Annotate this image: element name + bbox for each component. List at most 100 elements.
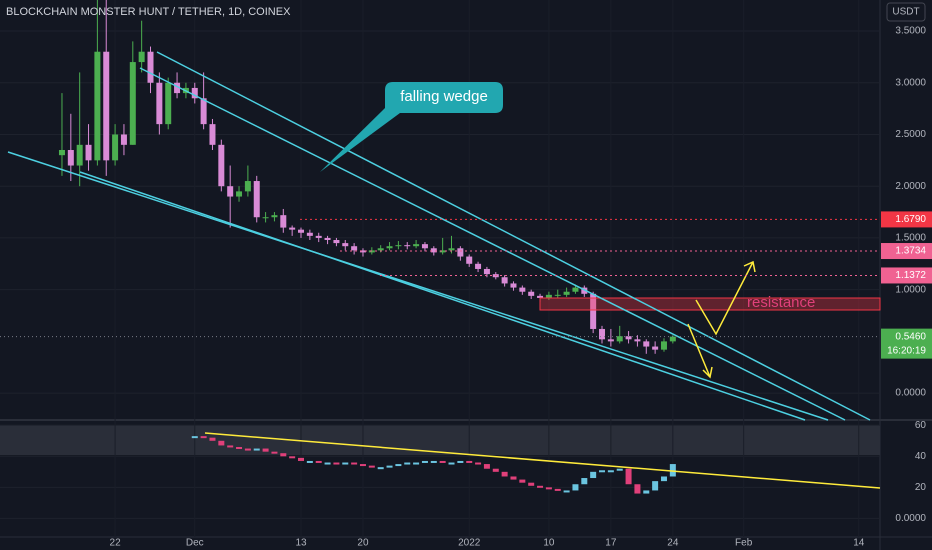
- indicator-bar: [253, 448, 260, 451]
- candle-body: [430, 248, 437, 253]
- currency-box: [886, 2, 926, 22]
- candle-body: [439, 250, 446, 253]
- candle-body: [262, 217, 269, 219]
- indicator-bar: [528, 482, 535, 486]
- price-label: 1.6790: [895, 214, 926, 225]
- candle-body: [377, 248, 384, 251]
- candle-body: [466, 256, 473, 264]
- candle-body: [200, 98, 207, 125]
- candle-body: [236, 191, 243, 197]
- indicator-bar: [289, 456, 296, 459]
- wedge-line: [156, 51, 871, 421]
- y-tick-label: 20: [915, 482, 927, 493]
- candle-body: [120, 134, 127, 145]
- candle-body: [448, 248, 455, 251]
- candle-body: [298, 229, 305, 233]
- candle-body: [315, 235, 322, 238]
- y-tick-label: 40: [915, 451, 927, 462]
- indicator-bar: [625, 468, 632, 485]
- candle-body: [253, 181, 260, 218]
- callout-box: [320, 82, 503, 172]
- wedge-line: [79, 171, 806, 421]
- candle-body: [669, 336, 676, 342]
- indicator-bar: [377, 467, 384, 470]
- y-tick-label: 2.0000: [895, 181, 926, 192]
- indicator-bar: [599, 470, 606, 473]
- candle-body: [227, 186, 234, 197]
- price-label: 1.3734: [895, 246, 926, 257]
- arrow-head: [743, 260, 756, 273]
- candle-body: [147, 51, 154, 83]
- candle-body: [501, 277, 508, 284]
- indicator-bar: [359, 464, 366, 467]
- x-tick-label: 14: [853, 538, 865, 549]
- indicator-bar: [634, 484, 641, 494]
- callout-text: falling wedge: [400, 88, 488, 105]
- candle-body: [413, 244, 420, 247]
- candle-body: [76, 144, 83, 166]
- candle-body: [483, 268, 490, 275]
- candle-body: [660, 341, 667, 350]
- indicator-bar: [669, 464, 676, 477]
- y-tick-label: 0.0000: [895, 388, 926, 399]
- indicator-bar: [191, 436, 198, 439]
- candle-body: [643, 341, 650, 347]
- x-tick-label: 24: [667, 538, 679, 549]
- candle-body: [324, 237, 331, 240]
- candle-body: [67, 150, 74, 166]
- candle-body: [554, 294, 561, 296]
- candle-body: [103, 51, 110, 161]
- indicator-bar: [200, 436, 207, 439]
- indicator-bar: [483, 464, 490, 469]
- indicator-bar: [368, 465, 375, 468]
- indicator-bar: [386, 465, 393, 468]
- candle-body: [616, 336, 623, 342]
- indicator-bar: [501, 471, 508, 477]
- indicator-bar: [519, 479, 526, 483]
- indicator-bar: [466, 460, 473, 463]
- marks: [58, 0, 676, 494]
- candle-body: [289, 227, 296, 230]
- candle-body: [395, 245, 402, 247]
- price-label-box: [881, 243, 932, 260]
- indicator-bar: [581, 478, 588, 485]
- candle-body: [404, 245, 411, 247]
- indicator-bar: [510, 476, 517, 480]
- grid: [0, 30, 880, 519]
- indicator-bar: [572, 484, 579, 491]
- candle-body: [572, 287, 579, 292]
- candle-body: [129, 62, 136, 145]
- last-price-label: 0.5460: [895, 331, 926, 342]
- indicator-bar: [475, 462, 482, 465]
- candle-body: [174, 82, 181, 94]
- indicator-bar: [306, 460, 313, 463]
- candle-body: [165, 82, 172, 125]
- countdown: 16:20:19: [887, 345, 926, 356]
- candle-body: [581, 287, 588, 294]
- candle-body: [386, 246, 393, 249]
- x-tick-label: 20: [357, 538, 369, 549]
- candle-body: [271, 215, 278, 218]
- candle-body: [652, 346, 659, 350]
- candle-body: [537, 295, 544, 298]
- candle-body: [590, 293, 597, 329]
- indicator-bar: [660, 476, 667, 482]
- indicator-bar: [342, 462, 349, 465]
- arrow-head: [702, 366, 713, 379]
- candle-body: [359, 250, 366, 253]
- indicator-bar: [209, 437, 216, 441]
- arrow: [687, 323, 711, 378]
- candle-body: [112, 134, 119, 161]
- candle-body: [280, 215, 287, 228]
- indicator-band: [0, 425, 880, 455]
- resistance-label: resistance: [747, 294, 815, 311]
- x-tick-label: 13: [295, 538, 307, 549]
- indicator-bar: [457, 460, 464, 463]
- candle-body: [85, 144, 92, 161]
- indicator-bar: [218, 440, 225, 446]
- indicator-bar: [430, 460, 437, 463]
- indicator-trendline: [204, 432, 881, 489]
- candle-body: [191, 87, 198, 99]
- y-tick-label: 3.5000: [895, 26, 926, 37]
